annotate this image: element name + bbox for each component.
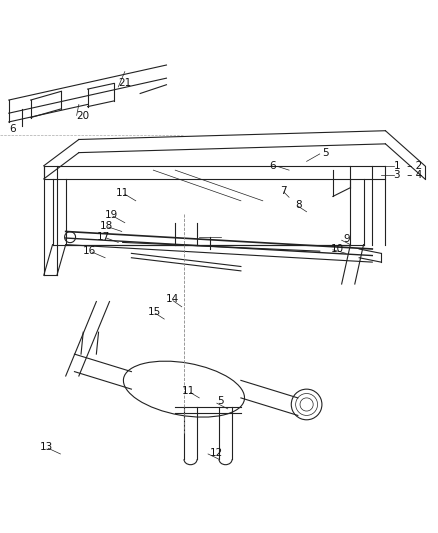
Text: 7: 7 xyxy=(280,185,287,196)
Text: 3  – 4: 3 – 4 xyxy=(394,169,422,180)
Text: 19: 19 xyxy=(105,210,118,220)
Text: 20: 20 xyxy=(77,111,90,122)
Text: 9: 9 xyxy=(343,234,350,244)
Text: 13: 13 xyxy=(39,442,53,452)
Text: 6: 6 xyxy=(269,161,276,171)
Text: 17: 17 xyxy=(97,232,110,242)
Text: 5: 5 xyxy=(217,397,223,406)
Text: 6: 6 xyxy=(10,124,16,134)
Text: 5: 5 xyxy=(322,148,328,158)
Text: 10: 10 xyxy=(331,244,344,254)
Text: 8: 8 xyxy=(295,200,301,210)
Text: 1  – 2: 1 – 2 xyxy=(394,161,422,171)
Text: 11: 11 xyxy=(116,188,129,198)
Text: 14: 14 xyxy=(166,294,179,304)
Text: 15: 15 xyxy=(148,307,161,317)
Text: 16: 16 xyxy=(82,246,95,256)
Text: 21: 21 xyxy=(118,78,131,88)
Text: 11: 11 xyxy=(182,386,195,397)
Text: 18: 18 xyxy=(100,221,113,231)
Text: 12: 12 xyxy=(209,448,223,458)
